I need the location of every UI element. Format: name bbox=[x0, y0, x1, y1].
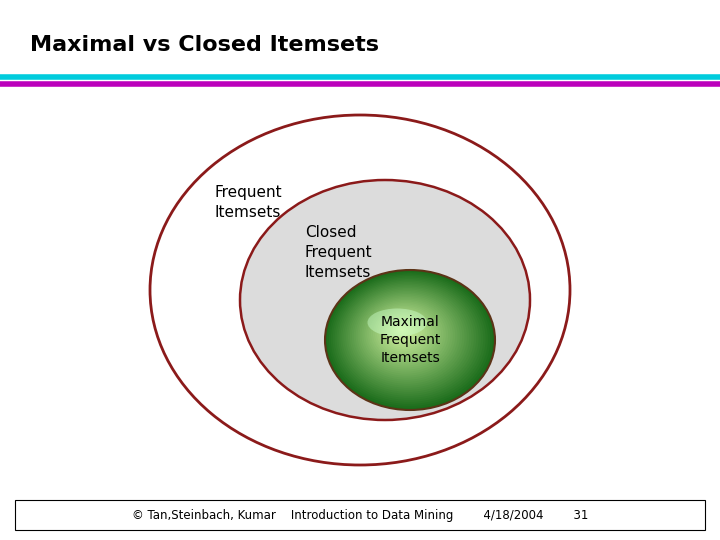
Ellipse shape bbox=[240, 180, 530, 420]
Ellipse shape bbox=[367, 303, 444, 366]
Text: Maximal vs Closed Itemsets: Maximal vs Closed Itemsets bbox=[30, 35, 379, 55]
Ellipse shape bbox=[373, 307, 436, 360]
Ellipse shape bbox=[344, 285, 472, 390]
Ellipse shape bbox=[388, 319, 418, 343]
Ellipse shape bbox=[374, 309, 434, 357]
Ellipse shape bbox=[396, 325, 408, 335]
Ellipse shape bbox=[397, 327, 406, 334]
Ellipse shape bbox=[350, 289, 464, 384]
Ellipse shape bbox=[335, 278, 483, 400]
Ellipse shape bbox=[400, 328, 404, 332]
Ellipse shape bbox=[327, 272, 492, 408]
Ellipse shape bbox=[150, 115, 570, 465]
Ellipse shape bbox=[352, 291, 462, 382]
Ellipse shape bbox=[382, 315, 425, 349]
FancyBboxPatch shape bbox=[15, 500, 705, 530]
Ellipse shape bbox=[386, 318, 420, 346]
Text: Maximal
Frequent
Itemsets: Maximal Frequent Itemsets bbox=[379, 315, 441, 366]
Text: Closed
Frequent
Itemsets: Closed Frequent Itemsets bbox=[305, 225, 373, 280]
Ellipse shape bbox=[348, 288, 467, 386]
Ellipse shape bbox=[394, 323, 411, 338]
Ellipse shape bbox=[336, 279, 481, 398]
Ellipse shape bbox=[333, 276, 486, 402]
Ellipse shape bbox=[367, 308, 427, 336]
Text: © Tan,Steinbach, Kumar    Introduction to Data Mining        4/18/2004        31: © Tan,Steinbach, Kumar Introduction to D… bbox=[132, 509, 588, 522]
Ellipse shape bbox=[342, 284, 474, 392]
Ellipse shape bbox=[365, 301, 446, 368]
Ellipse shape bbox=[354, 292, 460, 380]
Ellipse shape bbox=[384, 316, 423, 348]
Ellipse shape bbox=[329, 273, 490, 406]
Ellipse shape bbox=[369, 304, 441, 364]
Ellipse shape bbox=[325, 270, 495, 410]
Ellipse shape bbox=[390, 321, 415, 342]
Ellipse shape bbox=[341, 282, 477, 394]
Ellipse shape bbox=[380, 313, 427, 352]
Ellipse shape bbox=[338, 280, 479, 396]
Ellipse shape bbox=[356, 294, 458, 378]
Ellipse shape bbox=[392, 322, 413, 340]
Ellipse shape bbox=[358, 295, 455, 376]
Ellipse shape bbox=[325, 270, 495, 410]
Ellipse shape bbox=[377, 310, 432, 356]
Ellipse shape bbox=[330, 274, 488, 404]
Ellipse shape bbox=[371, 306, 439, 362]
Ellipse shape bbox=[361, 298, 451, 372]
Text: Frequent
Itemsets: Frequent Itemsets bbox=[215, 185, 283, 220]
Ellipse shape bbox=[359, 297, 453, 374]
Ellipse shape bbox=[379, 312, 430, 354]
Ellipse shape bbox=[346, 286, 469, 388]
Ellipse shape bbox=[364, 300, 449, 370]
